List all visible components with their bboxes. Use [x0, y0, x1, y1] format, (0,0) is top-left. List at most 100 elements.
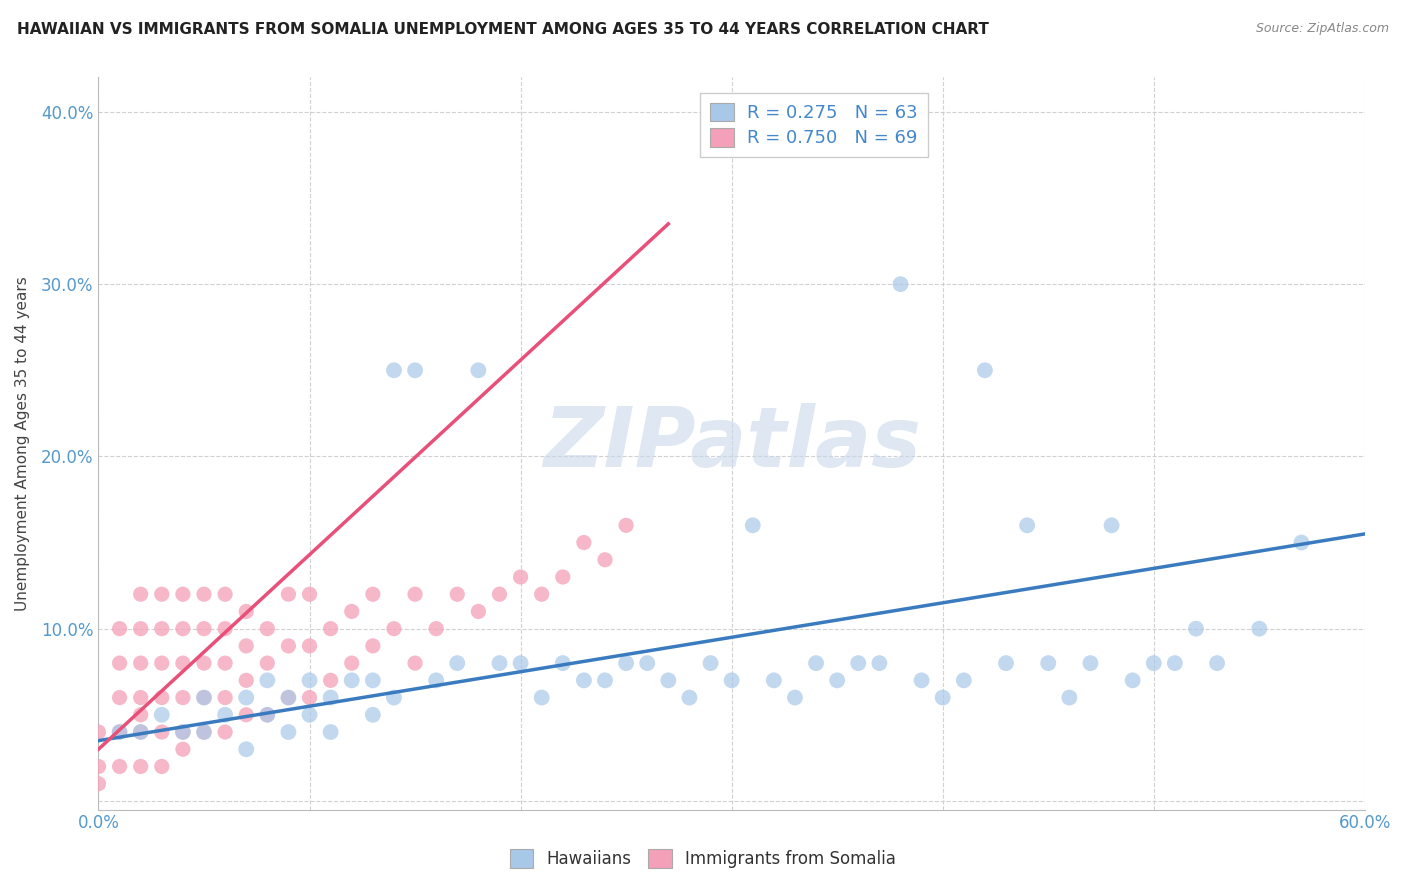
Point — [974, 363, 997, 377]
Point — [720, 673, 742, 688]
Point — [129, 587, 152, 601]
Point — [235, 604, 257, 618]
Point — [235, 690, 257, 705]
Point — [150, 690, 173, 705]
Point — [361, 707, 384, 722]
Point — [172, 622, 194, 636]
Point — [1038, 656, 1060, 670]
Point — [572, 535, 595, 549]
Point — [488, 656, 510, 670]
Point — [298, 690, 321, 705]
Point — [298, 707, 321, 722]
Point — [172, 742, 194, 756]
Point — [762, 673, 785, 688]
Point — [509, 570, 531, 584]
Point — [87, 725, 110, 739]
Point — [1143, 656, 1166, 670]
Point — [551, 570, 574, 584]
Point — [404, 656, 426, 670]
Point — [277, 587, 299, 601]
Point — [488, 587, 510, 601]
Point — [593, 673, 616, 688]
Point — [1017, 518, 1039, 533]
Point — [108, 622, 131, 636]
Point — [235, 639, 257, 653]
Point — [783, 690, 806, 705]
Point — [1122, 673, 1144, 688]
Point — [1249, 622, 1271, 636]
Point — [214, 622, 236, 636]
Point — [193, 622, 215, 636]
Y-axis label: Unemployment Among Ages 35 to 44 years: Unemployment Among Ages 35 to 44 years — [15, 277, 30, 611]
Point — [87, 777, 110, 791]
Point — [150, 725, 173, 739]
Point — [1080, 656, 1102, 670]
Point — [256, 673, 278, 688]
Point — [404, 587, 426, 601]
Point — [235, 707, 257, 722]
Point — [382, 690, 405, 705]
Point — [319, 622, 342, 636]
Point — [467, 604, 489, 618]
Point — [129, 707, 152, 722]
Point — [530, 587, 553, 601]
Point — [657, 673, 679, 688]
Point — [868, 656, 890, 670]
Point — [108, 690, 131, 705]
Point — [108, 725, 131, 739]
Point — [340, 604, 363, 618]
Point — [108, 759, 131, 773]
Point — [214, 725, 236, 739]
Text: HAWAIIAN VS IMMIGRANTS FROM SOMALIA UNEMPLOYMENT AMONG AGES 35 TO 44 YEARS CORRE: HAWAIIAN VS IMMIGRANTS FROM SOMALIA UNEM… — [17, 22, 988, 37]
Point — [172, 690, 194, 705]
Point — [87, 759, 110, 773]
Point — [172, 725, 194, 739]
Point — [319, 673, 342, 688]
Point — [425, 673, 447, 688]
Point — [572, 673, 595, 688]
Legend: Hawaiians, Immigrants from Somalia: Hawaiians, Immigrants from Somalia — [503, 843, 903, 875]
Text: Source: ZipAtlas.com: Source: ZipAtlas.com — [1256, 22, 1389, 36]
Point — [150, 707, 173, 722]
Point — [636, 656, 658, 670]
Point — [804, 656, 827, 670]
Point — [277, 690, 299, 705]
Point — [614, 656, 637, 670]
Point — [361, 673, 384, 688]
Point — [214, 587, 236, 601]
Point — [193, 725, 215, 739]
Point — [193, 690, 215, 705]
Point — [361, 639, 384, 653]
Point — [361, 587, 384, 601]
Point — [952, 673, 974, 688]
Point — [298, 587, 321, 601]
Point — [1101, 518, 1123, 533]
Point — [741, 518, 763, 533]
Point — [277, 725, 299, 739]
Point — [172, 587, 194, 601]
Point — [129, 622, 152, 636]
Point — [931, 690, 953, 705]
Point — [193, 656, 215, 670]
Point — [129, 759, 152, 773]
Point — [1206, 656, 1229, 670]
Point — [425, 622, 447, 636]
Point — [1185, 622, 1208, 636]
Point — [235, 673, 257, 688]
Point — [382, 363, 405, 377]
Point — [614, 518, 637, 533]
Point — [277, 690, 299, 705]
Text: ZIPatlas: ZIPatlas — [543, 403, 921, 484]
Point — [150, 656, 173, 670]
Point — [404, 363, 426, 377]
Point — [551, 656, 574, 670]
Point — [382, 622, 405, 636]
Point — [193, 690, 215, 705]
Point — [256, 707, 278, 722]
Point — [150, 759, 173, 773]
Point — [214, 690, 236, 705]
Point — [889, 277, 911, 292]
Point — [150, 587, 173, 601]
Point — [340, 673, 363, 688]
Point — [995, 656, 1018, 670]
